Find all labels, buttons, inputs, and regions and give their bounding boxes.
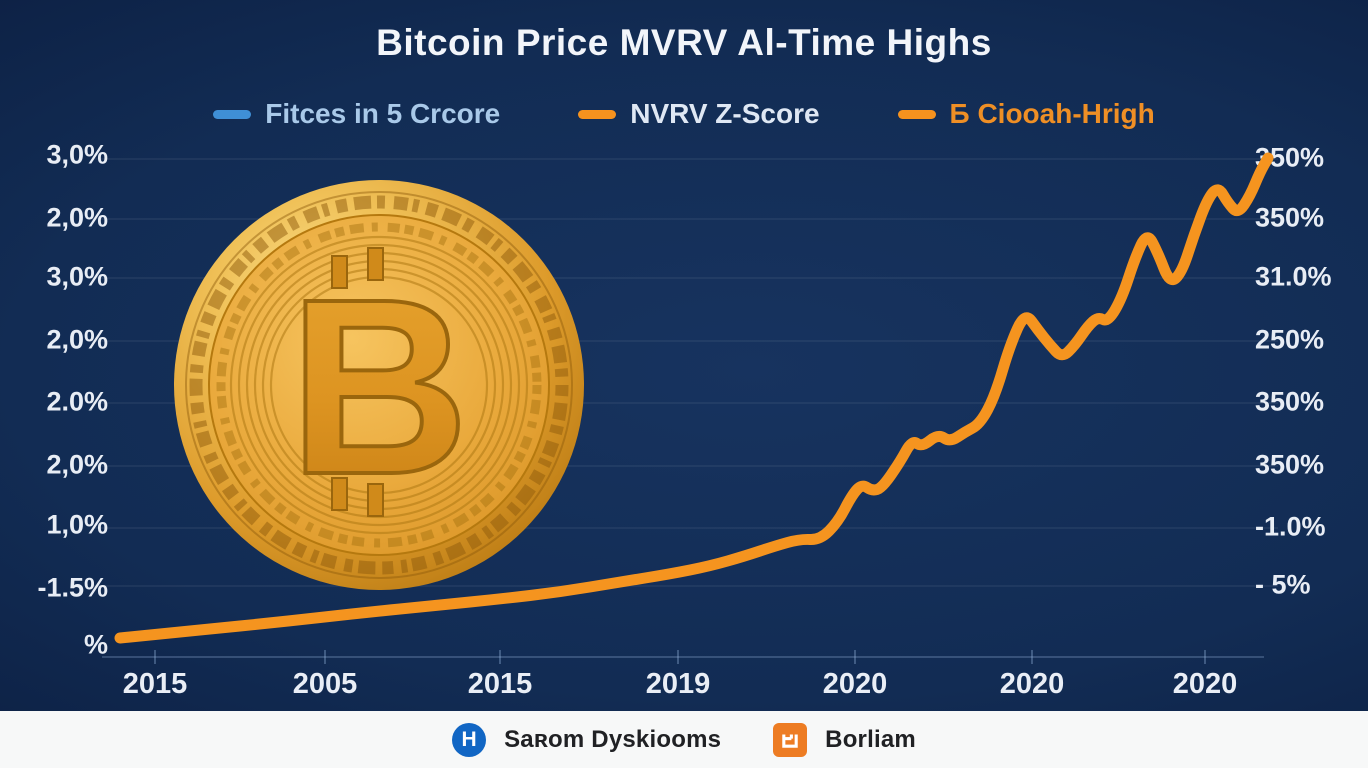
x-axis-tick-label: 2019 <box>645 668 711 700</box>
legend-label: Б Ciooah-Hrigh <box>949 98 1155 129</box>
left-axis-tick-label: 3,0% <box>46 139 108 170</box>
x-axis-tick-label: 2020 <box>822 668 888 700</box>
legend-item-1: NVRV Z-Score <box>578 98 820 130</box>
x-axis-tick-label: 2005 <box>292 668 358 700</box>
x-axis-tick-label: 2015 <box>467 668 533 700</box>
right-axis-tick-label: 350% <box>1255 202 1325 233</box>
gridline <box>92 527 1278 529</box>
left-axis-tick-label: 2,0% <box>46 449 108 480</box>
left-axis-tick-label: 2.0% <box>46 386 108 417</box>
right-axis-tick-label: 250% <box>1255 324 1325 355</box>
footer-brand1-label: Saʀom Dyskiooms <box>504 725 722 753</box>
right-axis-tick-label: - 5% <box>1255 569 1311 600</box>
footer-brand2-label: Borliam <box>825 725 916 753</box>
legend-label: NVRV Z-Score <box>630 98 820 129</box>
x-axis-baseline <box>102 656 1264 658</box>
x-axis-tick-label: 2020 <box>1172 668 1238 700</box>
bucket-icon <box>773 722 808 757</box>
x-axis-tick-mark <box>1031 650 1033 664</box>
legend-item-2: Б Ciooah-Hrigh <box>897 98 1155 130</box>
bitcoin-coin-icon: B <box>174 180 584 590</box>
left-axis-tick-label: 2,0% <box>46 202 108 233</box>
gridline <box>92 218 1278 220</box>
x-axis-tick-mark <box>499 650 501 664</box>
legend-label: Fitces in 5 Crcore <box>265 98 501 129</box>
x-axis-tick-label: 2020 <box>999 668 1065 700</box>
x-axis-tick-mark <box>677 650 679 664</box>
gridline <box>92 340 1278 342</box>
x-axis-tick-mark <box>154 650 156 664</box>
right-axis-tick-label: 31.0% <box>1255 261 1332 292</box>
x-axis-tick-label: 2015 <box>122 668 188 700</box>
legend-dash-icon <box>578 109 617 119</box>
gridline <box>92 465 1278 467</box>
legend-item-0: Fitces in 5 Crcore <box>213 98 500 130</box>
gridline <box>92 585 1278 587</box>
gridline <box>92 402 1278 404</box>
right-axis-tick-label: -1.0% <box>1255 511 1326 542</box>
footer-bar: H Saʀom Dyskiooms Borliam <box>0 711 1368 768</box>
left-axis-tick-label: -1.5% <box>37 572 108 603</box>
left-axis-tick-label: % <box>83 629 108 660</box>
h-badge-icon: H <box>452 722 487 757</box>
legend-dash-icon <box>213 109 252 119</box>
bitcoin-b-symbol: B <box>287 245 472 528</box>
chart-legend: Fitces in 5 Crcore NVRV Z-Score Б Ciooah-H… <box>0 98 1368 130</box>
gridline <box>92 277 1278 279</box>
right-axis-tick-label: 350% <box>1255 449 1325 480</box>
svg-text:B: B <box>289 247 470 526</box>
left-axis-tick-label: 2,0% <box>46 324 108 355</box>
x-axis-tick-mark <box>854 650 856 664</box>
x-axis-tick-mark <box>1204 650 1206 664</box>
left-axis-tick-label: 3,0% <box>46 261 108 292</box>
left-axis-tick-label: 1,0% <box>46 509 108 540</box>
legend-dash-icon <box>897 109 936 119</box>
right-axis-tick-label: 350% <box>1255 386 1325 417</box>
chart-title: Bitcoin Price MVRV Al-Time Highs <box>376 22 992 63</box>
gridline <box>92 158 1278 160</box>
x-axis-tick-mark <box>324 650 326 664</box>
